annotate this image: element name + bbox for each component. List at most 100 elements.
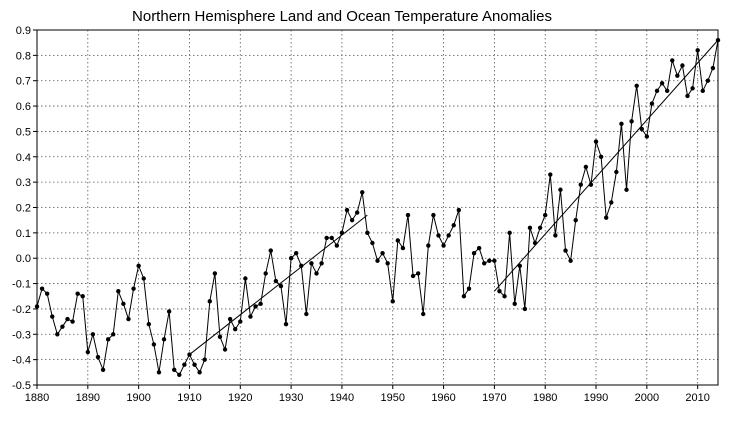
data-point (517, 263, 522, 269)
data-point (172, 367, 177, 372)
data-point (111, 332, 116, 337)
y-tick-label: 0.6 (16, 101, 31, 113)
data-point (400, 245, 406, 251)
data-point (370, 240, 375, 246)
y-tick-label: 0.7 (16, 76, 31, 88)
data-point (309, 261, 314, 266)
data-point (664, 88, 670, 94)
data-point (365, 230, 370, 236)
data-point (634, 83, 639, 88)
data-point (690, 86, 695, 91)
y-tick-label: 0.5 (16, 126, 31, 138)
y-tick-label: 0.2 (16, 203, 31, 215)
data-point (415, 271, 421, 276)
x-tick-label: 1890 (76, 392, 100, 404)
data-point (263, 271, 268, 276)
data-point (314, 271, 319, 276)
data-point (349, 217, 355, 223)
x-tick-label: 1880 (25, 392, 49, 404)
data-point (482, 261, 487, 266)
data-point (182, 362, 187, 367)
data-point (141, 276, 146, 281)
data-point (283, 321, 289, 327)
data-point (659, 81, 665, 86)
x-axis-ticks: 1880 1890 1900 1910 1920 1930 1940 1950 1960 1970… (25, 385, 710, 404)
x-tick-label: 1970 (482, 392, 506, 404)
data-point (288, 256, 294, 261)
data-point (161, 337, 167, 342)
data-point (619, 121, 624, 127)
data-point (573, 217, 578, 223)
y-tick-label: -0.3 (12, 329, 31, 341)
data-point (705, 78, 711, 83)
data-point (431, 212, 436, 218)
data-point (395, 238, 401, 243)
x-tick-label: 1900 (126, 392, 150, 404)
data-point (405, 212, 411, 218)
data-point (233, 327, 238, 332)
data-point (258, 301, 263, 307)
data-point (360, 190, 365, 195)
data-point (543, 212, 548, 218)
data-point (222, 347, 228, 352)
x-tick-label: 1910 (177, 392, 201, 404)
y-tick-label: 0.0 (16, 253, 31, 265)
data-point (588, 182, 594, 187)
data-point (151, 342, 157, 347)
data-point (639, 126, 644, 132)
data-point (466, 286, 472, 291)
data-point (380, 250, 385, 256)
data-point (583, 164, 589, 170)
data-point (685, 93, 690, 99)
y-tick-label: 0.9 (16, 25, 31, 37)
data-point (121, 301, 126, 307)
data-point (644, 134, 650, 139)
data-point (100, 367, 106, 372)
data-point (75, 291, 80, 296)
data-point (319, 261, 324, 266)
data-point (527, 225, 533, 230)
data-point (522, 306, 528, 312)
data-point (558, 187, 563, 192)
data-point (532, 240, 538, 246)
data-point (217, 334, 223, 340)
data-point (609, 200, 614, 205)
data-point (156, 370, 162, 375)
data-point (85, 349, 91, 355)
data-point (695, 48, 700, 53)
data-point (375, 258, 380, 263)
data-point (65, 316, 70, 322)
x-tick-label: 1920 (228, 392, 252, 404)
data-point (39, 286, 45, 291)
data-point (192, 362, 197, 367)
data-point (670, 58, 675, 63)
data-point (654, 88, 660, 94)
x-tick-label: 2010 (685, 392, 709, 404)
x-tick-label: 1950 (381, 392, 405, 404)
data-point (55, 332, 60, 337)
x-tick-label: 1940 (330, 392, 354, 404)
data-point (293, 250, 299, 256)
data-point (497, 288, 502, 294)
data-point (44, 291, 50, 296)
data-point (461, 294, 467, 299)
data-point (492, 258, 497, 263)
data-point (334, 243, 340, 248)
data-point (436, 233, 441, 238)
data-point (278, 283, 284, 289)
data-point (116, 288, 121, 294)
data-point (136, 263, 141, 269)
data-point (50, 314, 55, 319)
data-point (248, 314, 253, 319)
data-point (126, 316, 131, 322)
data-point (299, 263, 304, 269)
y-tick-label: 0.4 (16, 152, 31, 164)
data-point (487, 258, 492, 263)
data-point (563, 248, 568, 253)
data-point (441, 243, 446, 248)
data-point (578, 182, 583, 187)
data-point (70, 319, 75, 324)
data-point (624, 187, 629, 192)
chart-title: Northern Hemisphere Land and Ocean Tempe… (132, 8, 552, 25)
data-point (238, 319, 243, 324)
